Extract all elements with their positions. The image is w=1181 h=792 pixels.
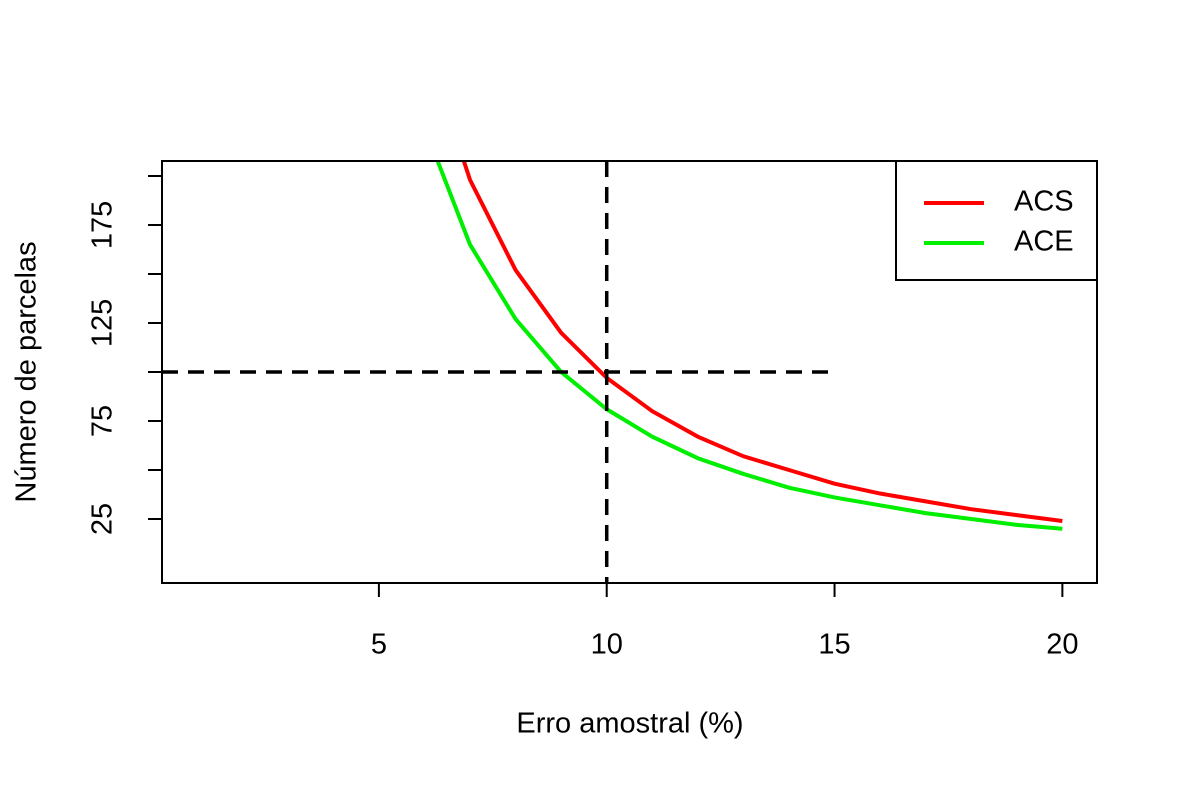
y-tick-label: 25 <box>87 503 119 535</box>
series-line <box>435 161 1063 531</box>
x-tick-label: 5 <box>371 629 387 661</box>
legend-box <box>895 160 1098 281</box>
x-axis-label: Erro amostral (%) <box>516 708 743 740</box>
y-tick-label: 125 <box>87 299 119 347</box>
x-tick-label: 15 <box>818 629 850 661</box>
legend-label: ACE <box>1014 226 1074 258</box>
x-tick-label: 20 <box>1046 629 1078 661</box>
y-tick-label: 175 <box>87 201 119 249</box>
y-tick-label: 75 <box>87 405 119 437</box>
series-line <box>461 161 1063 523</box>
y-axis-label: Número de parcelas <box>11 241 43 502</box>
x-tick-label: 10 <box>591 629 623 661</box>
plot-area <box>162 161 1063 583</box>
legend-label: ACS <box>1014 186 1074 218</box>
